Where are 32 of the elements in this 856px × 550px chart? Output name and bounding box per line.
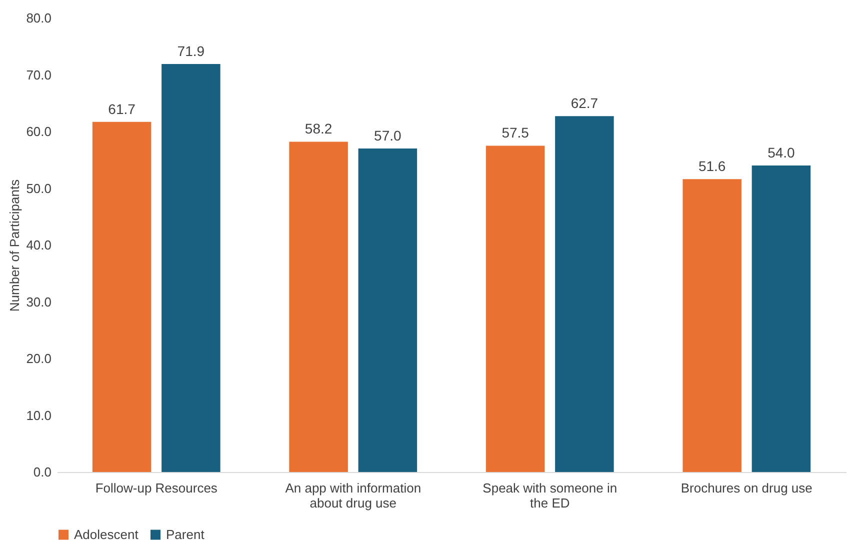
data-label: 57.5 [502,124,530,141]
y-tick-label: 30.0 [26,294,52,310]
x-tick-label: An app with information about drug use [285,480,422,510]
data-label: 51.6 [698,158,726,174]
bar [752,166,811,472]
legend-label: Parent [166,526,205,542]
y-tick-label: 0.0 [33,464,52,480]
bar [682,179,742,472]
y-tick-label: 40.0 [26,238,52,252]
x-tick-label: Follow-up Resources [95,480,218,496]
data-label: 62.7 [570,95,598,112]
data-label: 58.2 [304,120,332,137]
y-axis-title: Number of Participants [7,178,22,312]
y-tick-label: 50.0 [26,180,52,196]
bar [486,146,545,472]
bar [162,64,220,472]
x-tick-label: Speak with someone in the ED [482,480,618,510]
y-tick-label: 60.0 [26,124,52,139]
bar [358,148,418,472]
legend-label: Adolescent [74,526,139,542]
bar [555,116,614,472]
x-tick-label: Brochures on drug use [680,480,812,496]
data-label: 61.7 [108,100,136,117]
data-label: 54.0 [768,144,796,161]
y-tick-label: 10.0 [26,408,52,423]
bar [92,122,152,472]
bar [289,142,348,472]
data-label: 57.0 [374,128,402,144]
y-tick-label: 80.0 [26,10,52,26]
y-tick-label: 20.0 [26,351,52,366]
data-label: 71.9 [177,42,205,59]
y-tick-label: 70.0 [26,67,52,82]
